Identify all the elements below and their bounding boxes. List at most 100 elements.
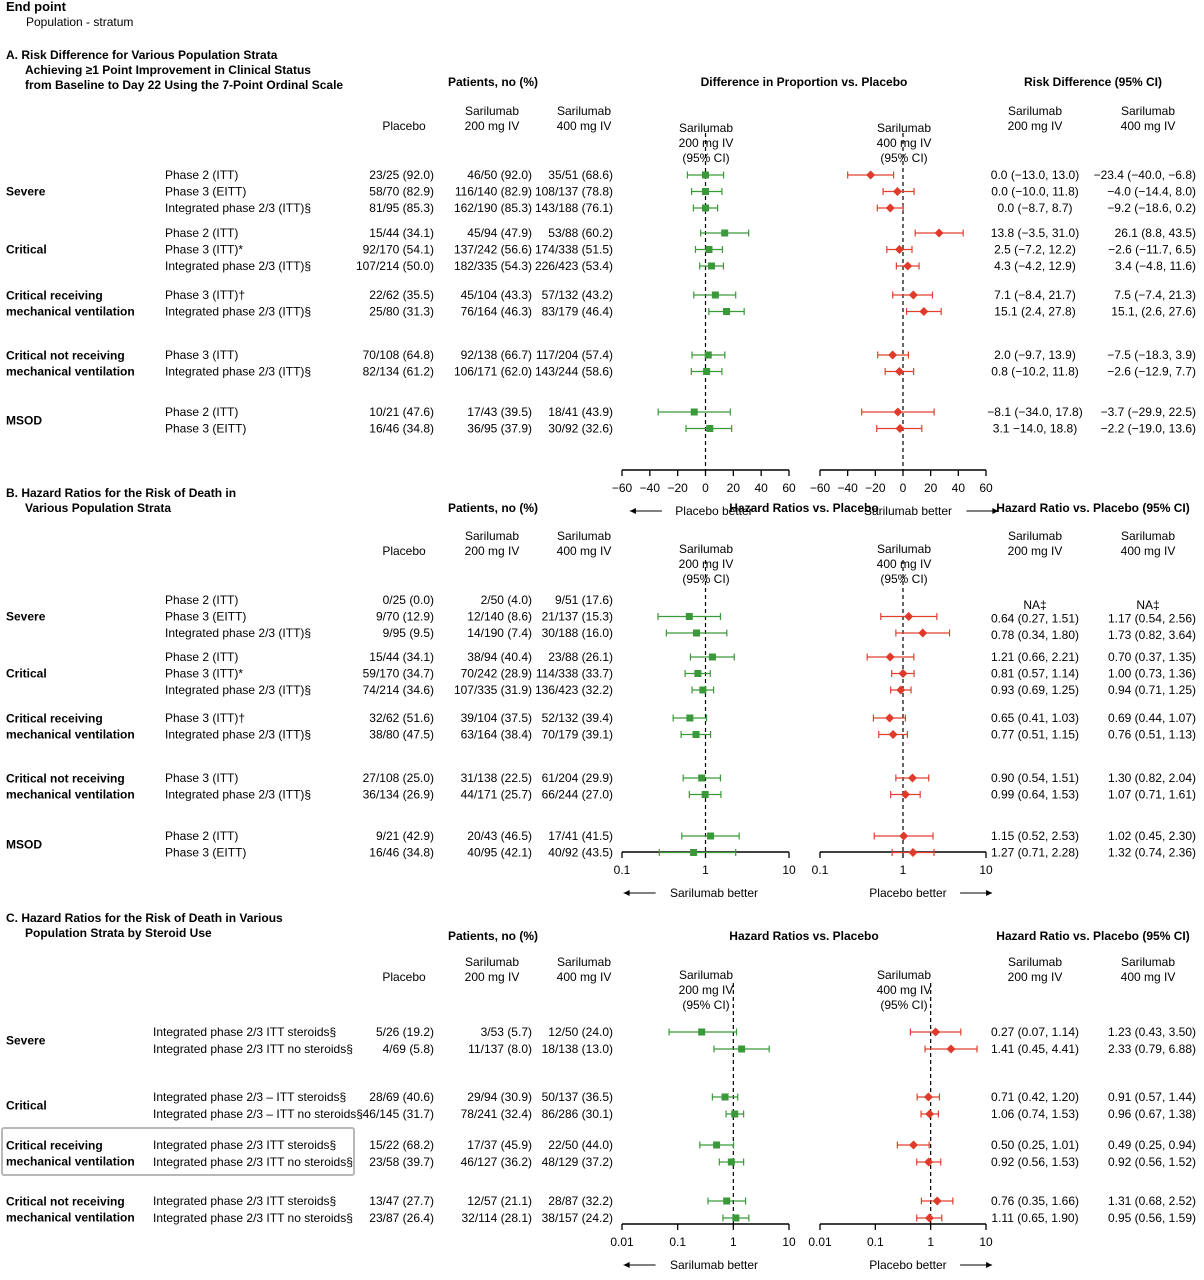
table-row: Integrated phase 2/3 ITT no steroids§ 23/… bbox=[153, 1211, 1196, 1225]
analysis-label: Phase 3 (ITT) bbox=[165, 348, 238, 362]
analysis-label: Integrated phase 2/3 – ITT no steroids§ bbox=[153, 1107, 363, 1121]
cell-placebo: 9/21 (42.9) bbox=[376, 829, 434, 843]
cell-effect-400: 0.76 (0.51, 1.13) bbox=[1108, 728, 1196, 742]
cell-effect-200: 1.21 (0.66, 2.21) bbox=[991, 650, 1079, 664]
point-200 bbox=[698, 774, 706, 782]
stratum: Severe Phase 2 (ITT) 23/25 (92.0) 46/50 (92… bbox=[6, 168, 1196, 215]
stratum-name: mechanical ventilation bbox=[6, 1211, 135, 1225]
stratum: Critical receiving mechanical ventilation… bbox=[6, 711, 1196, 742]
col-header-effect-200: 200 mg IV bbox=[1008, 119, 1063, 133]
analysis-label: Integrated phase 2/3 ITT steroids§ bbox=[153, 1138, 336, 1152]
x-tick-label-200: 60 bbox=[782, 481, 796, 495]
plot-label-400: Sarilumab bbox=[877, 542, 931, 556]
plot-label-400: 400 mg IV bbox=[877, 136, 932, 150]
point-400 bbox=[866, 170, 876, 180]
table-row: Phase 3 (ITT) 27/108 (25.0) 31/138 (22.5) 6… bbox=[165, 771, 1196, 785]
cell-effect-200: 0.50 (0.25, 1.01) bbox=[991, 1138, 1079, 1152]
analysis-label: Phase 2 (ITT) bbox=[165, 829, 238, 843]
table-row: Integrated phase 2/3 (ITT)§ 9/95 (9.5) 14/… bbox=[165, 626, 1196, 642]
col-header-s400: 400 mg IV bbox=[557, 544, 612, 558]
cell-s200: 2/50 (4.0) bbox=[481, 593, 532, 607]
col-header-effect-400: Sarilumab bbox=[1121, 955, 1175, 969]
table-row: Integrated phase 2/3 (ITT)§ 74/214 (34.6)… bbox=[165, 683, 1196, 697]
point-400 bbox=[907, 773, 917, 783]
point-200 bbox=[713, 1141, 721, 1149]
point-200 bbox=[702, 171, 709, 179]
cell-effect-200: 15.1 (2.4, 27.8) bbox=[994, 305, 1075, 319]
table-row: Integrated phase 2/3 ITT no steroids§ 4/6… bbox=[153, 1042, 1196, 1056]
stratum-name: Severe bbox=[6, 185, 46, 199]
table-row: Integrated phase 2/3 (ITT)§ 36/134 (26.9)… bbox=[165, 788, 1196, 802]
point-200 bbox=[727, 1158, 735, 1166]
cell-s200: 107/335 (31.9) bbox=[454, 683, 532, 697]
cell-effect-400: 15.1, (2.6, 27.6) bbox=[1111, 305, 1196, 319]
cell-s400: 30/92 (32.6) bbox=[548, 422, 613, 436]
cell-effect-200: 1.06 (0.74, 1.53) bbox=[991, 1107, 1079, 1121]
analysis-label: Integrated phase 2/3 ITT steroids§ bbox=[153, 1025, 336, 1039]
group-header-patients: Patients, no (%) bbox=[448, 929, 538, 943]
cell-s400: 57/132 (43.2) bbox=[542, 288, 613, 302]
stratum: Critical not receiving mechanical ventila… bbox=[6, 1194, 1196, 1225]
point-200 bbox=[701, 791, 709, 798]
cell-s200: 63/164 (38.4) bbox=[461, 728, 532, 742]
x-tick-label-400: 20 bbox=[924, 481, 938, 495]
cell-s400: 66/244 (27.0) bbox=[542, 788, 613, 802]
point-200 bbox=[723, 308, 731, 315]
stratum: Critical not receiving mechanical ventila… bbox=[6, 771, 1196, 802]
analysis-label: Integrated phase 2/3 ITT no steroids§ bbox=[153, 1155, 353, 1169]
x-tick-label-200: 0.01 bbox=[610, 1235, 634, 1249]
cell-s400: 18/41 (43.9) bbox=[548, 405, 613, 419]
analysis-label: Integrated phase 2/3 (ITT)§ bbox=[165, 305, 311, 319]
cell-effect-200: NA‡ bbox=[1023, 598, 1046, 612]
cell-effect-200: 0.90 (0.54, 1.51) bbox=[991, 771, 1079, 785]
cell-s200: 106/171 (62.0) bbox=[454, 365, 532, 379]
point-200 bbox=[704, 351, 712, 359]
panel-B: B. Hazard Ratios for the Risk of Death i… bbox=[6, 486, 1196, 900]
col-header-placebo: Placebo bbox=[382, 119, 426, 133]
analysis-label: Integrated phase 2/3 ITT steroids§ bbox=[153, 1194, 336, 1208]
cell-effect-400: −3.7 (−29.9, 22.5) bbox=[1101, 405, 1196, 419]
col-header-s400: Sarilumab bbox=[557, 104, 611, 118]
point-200 bbox=[690, 408, 698, 416]
table-row: Phase 2 (ITT) 9/21 (42.9) 20/43 (46.5) 17/4… bbox=[165, 829, 1196, 843]
analysis-label: Integrated phase 2/3 (ITT)§ bbox=[165, 683, 311, 697]
point-200 bbox=[731, 1110, 739, 1118]
col-header-s200: 200 mg IV bbox=[465, 119, 520, 133]
arrow-label-200: Placebo better bbox=[675, 504, 752, 518]
point-400 bbox=[900, 790, 910, 799]
table-row: Integrated phase 2/3 (ITT)§ 38/80 (47.5) 6… bbox=[165, 728, 1196, 742]
group-header-effect: Risk Difference (95% CI) bbox=[1024, 75, 1162, 89]
analysis-label: Phase 3 (ITT)† bbox=[165, 711, 245, 725]
cell-s200: 45/104 (43.3) bbox=[461, 288, 532, 302]
point-400 bbox=[892, 187, 902, 196]
stratum: MSOD Phase 2 (ITT) 9/21 (42.9) 20/43 (46.5)… bbox=[6, 829, 1196, 860]
arrow-label-200: Sarilumab better bbox=[670, 886, 758, 900]
x-tick-label-400: 1 bbox=[900, 863, 907, 877]
cell-s200: 70/242 (28.9) bbox=[461, 667, 532, 681]
cell-placebo: 58/70 (82.9) bbox=[369, 185, 434, 199]
cell-s400: 40/92 (43.5) bbox=[548, 846, 613, 860]
plot-label-400: Sarilumab bbox=[877, 968, 931, 982]
cell-effect-400: −2.2 (−19.0, 13.6) bbox=[1101, 422, 1196, 436]
cell-s400: 70/179 (39.1) bbox=[542, 728, 613, 742]
cell-placebo: 36/134 (26.9) bbox=[363, 788, 434, 802]
point-400 bbox=[919, 307, 929, 316]
point-200 bbox=[738, 1045, 746, 1053]
cell-placebo: 74/214 (34.6) bbox=[363, 683, 434, 697]
x-tick-label-400: 0.1 bbox=[812, 863, 829, 877]
point-400 bbox=[895, 424, 905, 433]
cell-effect-200: 2.5 (−7.2, 12.2) bbox=[994, 243, 1076, 257]
point-400 bbox=[885, 203, 895, 213]
point-400 bbox=[909, 1140, 919, 1150]
analysis-label: Phase 3 (ITT) bbox=[165, 771, 238, 785]
cell-effect-400: −9.2 (−18.6, 0.2) bbox=[1107, 201, 1196, 215]
x-tick-label-400: 0 bbox=[900, 481, 907, 495]
point-400 bbox=[885, 652, 895, 662]
highlight-box bbox=[1, 1127, 355, 1176]
cell-placebo: 22/62 (35.5) bbox=[369, 288, 434, 302]
plot-label-400: 400 mg IV bbox=[877, 983, 932, 997]
stratum-name: Critical bbox=[6, 667, 47, 681]
panel-title: C. Hazard Ratios for the Risk of Death i… bbox=[6, 911, 283, 925]
cell-s400: 35/51 (68.6) bbox=[548, 168, 613, 182]
point-400 bbox=[903, 261, 913, 271]
